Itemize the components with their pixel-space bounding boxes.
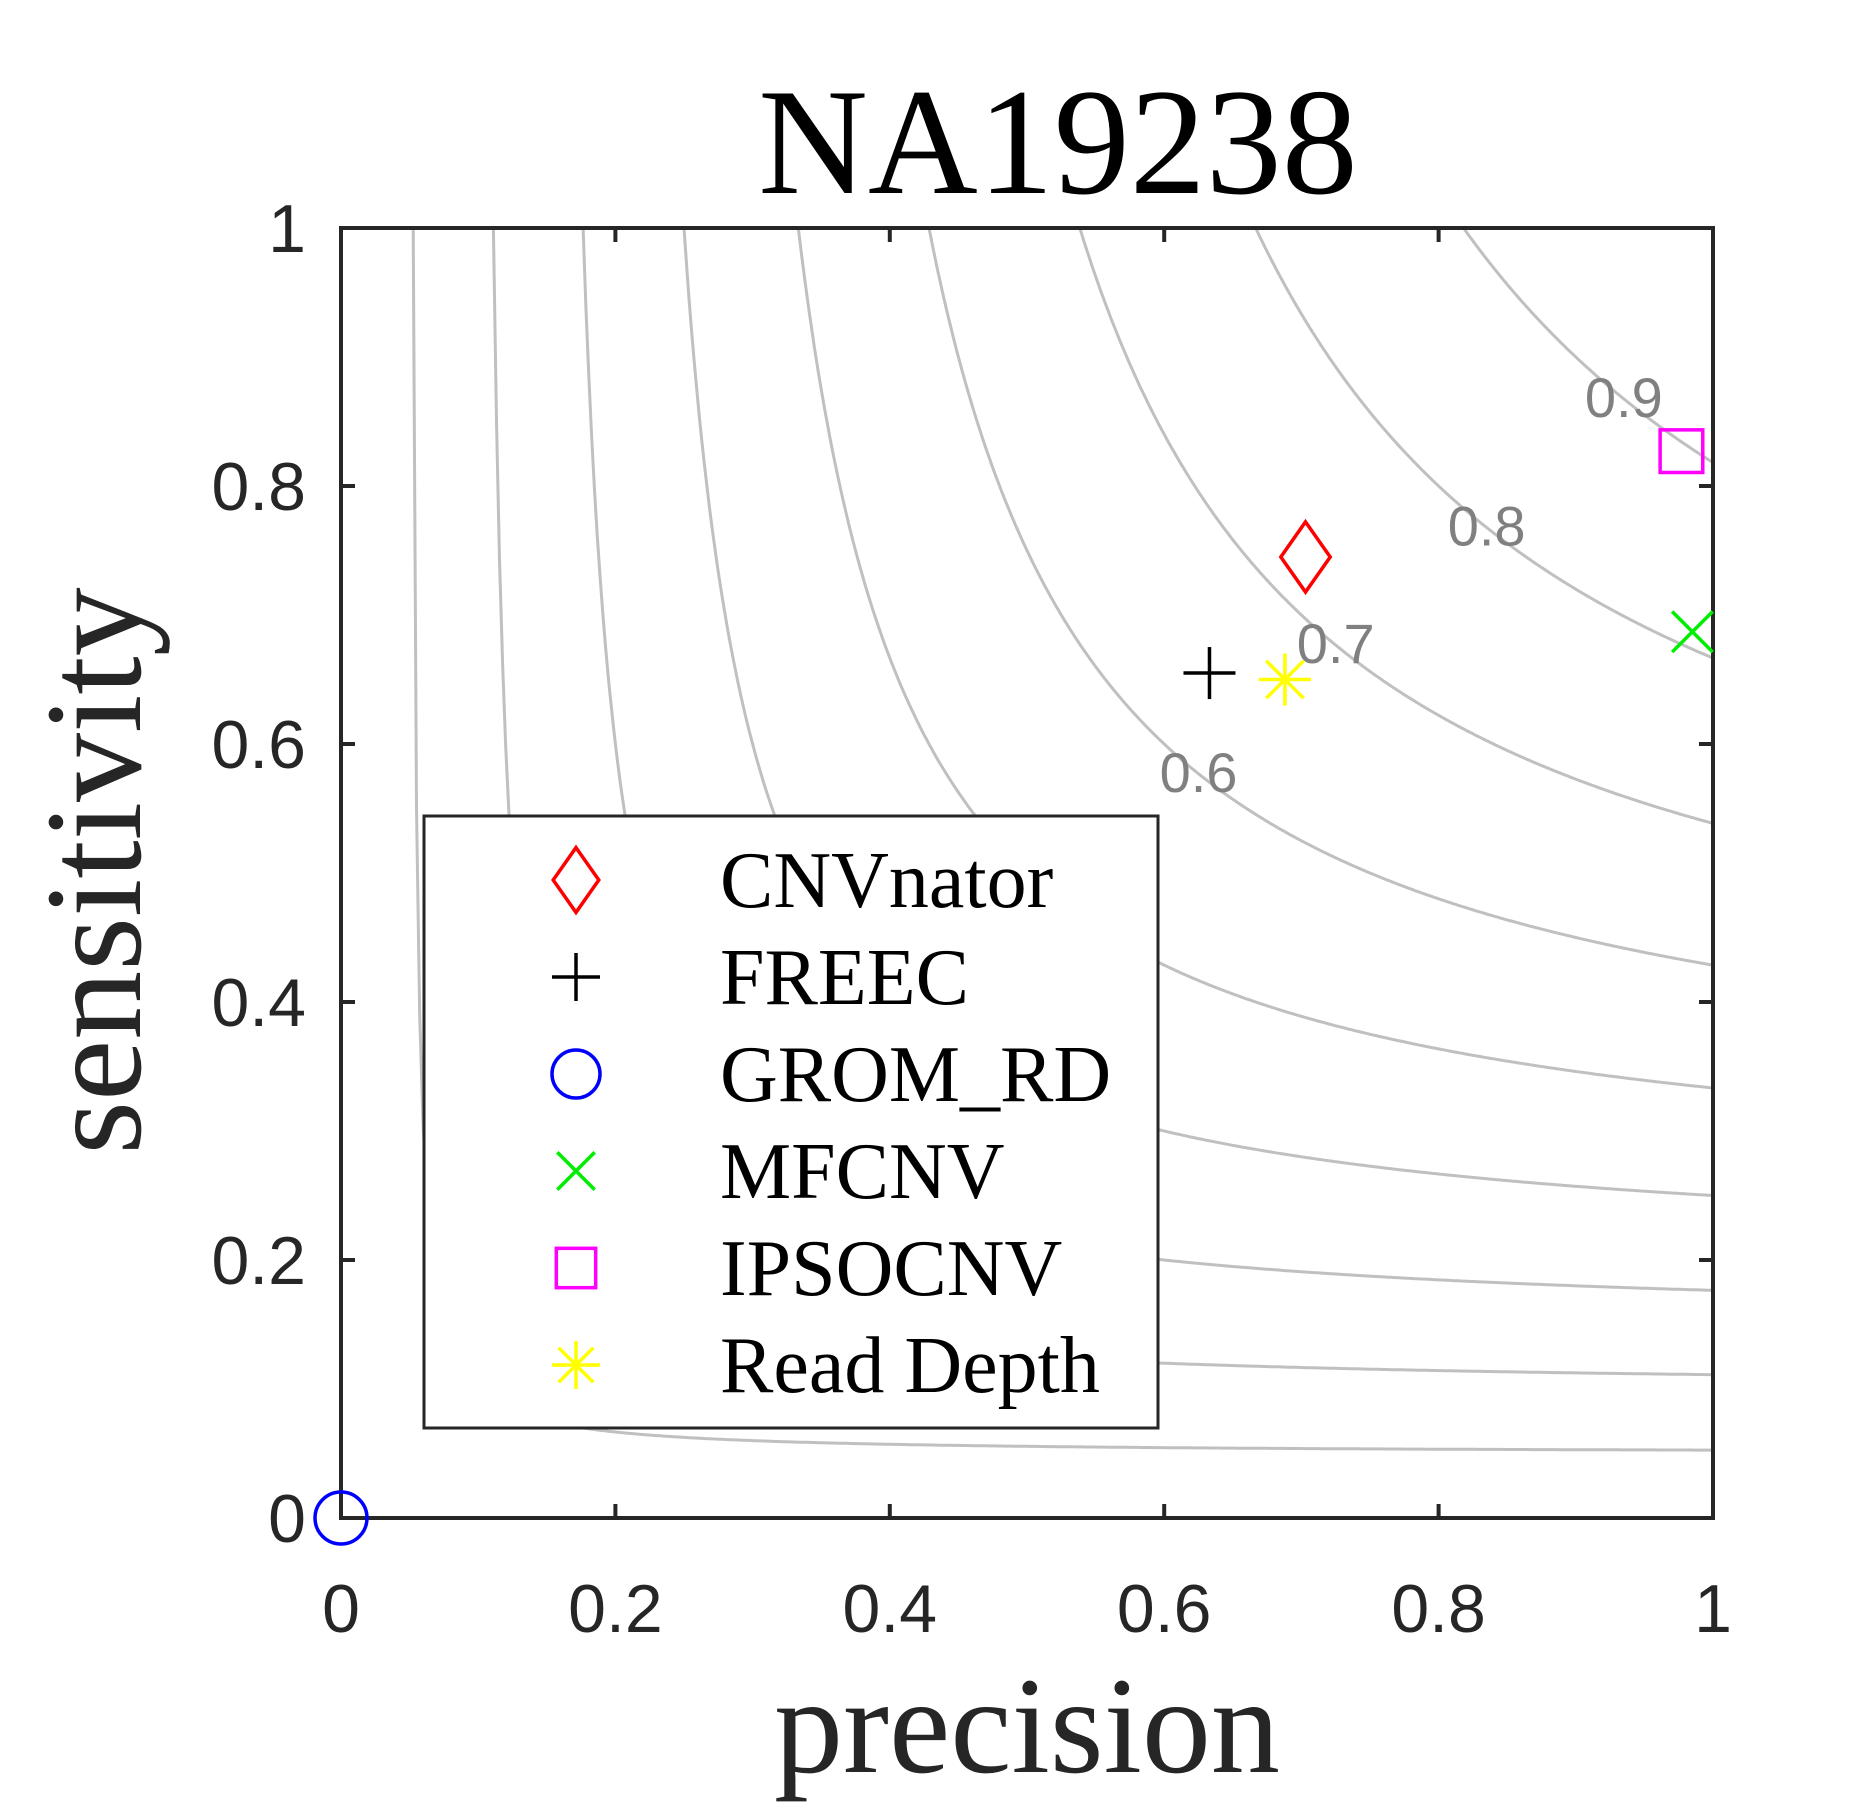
y-tick-label: 0.6: [211, 707, 306, 783]
contour-line-0.7: [1078, 227, 1714, 825]
contour-label: 0.7: [1297, 612, 1375, 675]
contour-label: 0.8: [1448, 495, 1526, 558]
axis-tick-labels: 0 0.2 0.4 0.6 0.8 1 0 0.2 0.4 0.6 0.8 1: [211, 191, 1731, 1647]
data-markers: [313, 428, 1714, 1546]
legend-label: MFCNV: [720, 1128, 1005, 1216]
contour-label: 0.6: [1160, 741, 1238, 804]
legend: CNVnator FREEC GROM_RD MFCNV IPSOCNV Read Dep…: [422, 814, 1160, 1430]
y-tick-label: 0: [268, 1481, 306, 1557]
contour-line-0.1: [411, 227, 1713, 1452]
legend-marker-mfcnv: [556, 1151, 596, 1191]
contour-labels: 0.6 0.7 0.8 0.9: [1160, 366, 1663, 804]
legend-marker-cnvnator: [551, 844, 601, 916]
legend-marker-ipsocnv: [554, 1246, 598, 1290]
contour-line-0.9: [1462, 227, 1714, 464]
legend-marker-read-depth: [552, 1341, 600, 1389]
marker-cnvnator: [1278, 518, 1333, 596]
x-tick-label: 0.4: [843, 1571, 938, 1647]
legend-label: GROM_RD: [720, 1031, 1111, 1119]
legend-label: CNVnator: [720, 837, 1053, 925]
marker-read-depth: [1258, 653, 1311, 706]
marker-grom-rd: [313, 1490, 369, 1546]
contour-line-0.8: [1254, 227, 1714, 660]
y-tick-label: 0.2: [211, 1223, 306, 1299]
x-tick-label: 0.2: [568, 1571, 663, 1647]
y-tick-label: 0.4: [211, 965, 306, 1041]
y-tick-label: 1: [268, 191, 306, 267]
x-axis-label: precision: [774, 1649, 1280, 1802]
marker-freec: [1183, 647, 1236, 700]
x-tick-label: 1: [1694, 1571, 1732, 1647]
chart-title: NA19238: [758, 58, 1358, 226]
y-tick-label: 0.8: [211, 449, 306, 525]
plot-area-frame: [339, 226, 1715, 1520]
y-axis-label: sensitivity: [17, 587, 170, 1154]
x-tick-label: 0: [322, 1571, 360, 1647]
axis-ticks: [339, 226, 1715, 1520]
contour-line-0.6: [927, 227, 1714, 967]
legend-box: [422, 814, 1160, 1430]
x-tick-label: 0.6: [1117, 1571, 1212, 1647]
legend-label: Read Depth: [720, 1322, 1100, 1410]
legend-label: IPSOCNV: [720, 1225, 1062, 1313]
x-tick-label: 0.8: [1391, 1571, 1486, 1647]
legend-label: FREEC: [720, 934, 969, 1022]
legend-marker-freec: [552, 953, 600, 1001]
contour-line-0.5: [796, 227, 1714, 1090]
marker-mfcnv: [1670, 610, 1714, 654]
contour-label: 0.9: [1585, 366, 1663, 429]
marker-ipsocnv: [1658, 428, 1705, 475]
legend-marker-grom-rd: [550, 1048, 602, 1100]
